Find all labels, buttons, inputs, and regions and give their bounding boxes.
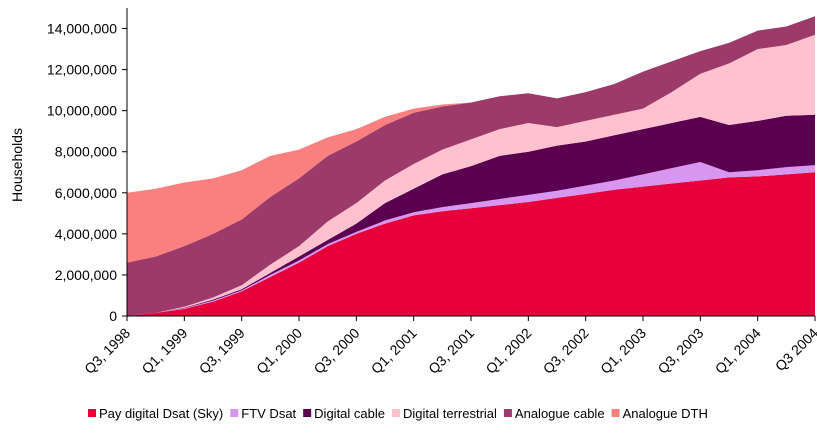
legend-label: Analogue DTH — [623, 406, 708, 421]
area — [127, 34, 815, 317]
x-tick-label: Q3, 1998 — [81, 325, 133, 377]
x-tick-label: Q1, 2000 — [253, 325, 305, 377]
x-tick-label: Q3 2004 — [772, 325, 817, 374]
legend-label: FTV Dsat — [241, 406, 296, 421]
y-tick-label: 6,000,000 — [55, 185, 117, 201]
y-tick-label: 2,000,000 — [55, 267, 117, 283]
x-tick-label: Q1, 2001 — [368, 325, 420, 377]
legend-swatch — [392, 409, 400, 417]
x-tick-label: Q1, 2004 — [712, 325, 764, 377]
y-tick-label: 12,000,000 — [47, 62, 117, 78]
legend-swatch — [503, 409, 512, 417]
area — [127, 16, 815, 263]
legend-label: Pay digital Dsat (Sky) — [99, 406, 223, 421]
x-tick-label: Q3, 2001 — [425, 325, 477, 377]
y-tick-label: 0 — [109, 308, 117, 324]
x-tick-label: Q3, 2003 — [654, 325, 706, 377]
legend-swatch — [303, 409, 312, 417]
area — [127, 172, 815, 316]
area — [127, 16, 815, 317]
y-tick-label: 10,000,000 — [47, 103, 117, 119]
y-axis-label: Households — [9, 128, 25, 202]
legend-swatch — [611, 409, 620, 417]
y-tick-label: 8,000,000 — [55, 144, 117, 160]
x-tick-label: Q3, 2002 — [540, 325, 592, 377]
area — [127, 114, 815, 316]
x-tick-label: Q1, 1999 — [138, 325, 190, 377]
legend-label: Digital terrestrial — [403, 406, 497, 421]
legend-swatch — [88, 409, 96, 417]
x-tick-label: Q1, 2003 — [597, 325, 649, 377]
legend-label: Digital cable — [314, 406, 385, 421]
x-tick-label: Q3, 2000 — [310, 325, 362, 377]
y-tick-label: 14,000,000 — [47, 21, 117, 37]
legend-swatch — [230, 409, 239, 417]
x-tick-label: Q3, 1999 — [196, 325, 248, 377]
x-tick-label: Q1, 2002 — [482, 325, 534, 377]
y-tick-label: 4,000,000 — [55, 226, 117, 242]
legend-label: Analogue cable — [515, 406, 605, 421]
